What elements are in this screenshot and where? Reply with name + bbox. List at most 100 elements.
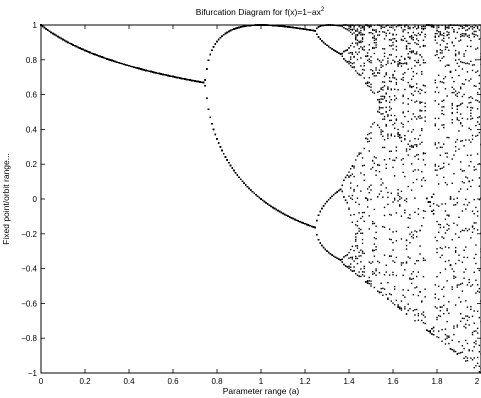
orbit-point bbox=[373, 208, 376, 211]
orbit-point bbox=[74, 45, 76, 47]
orbit-point bbox=[385, 167, 387, 170]
orbit-point bbox=[419, 134, 421, 137]
orbit-point bbox=[421, 319, 423, 322]
orbit-point bbox=[360, 65, 362, 67]
orbit-point bbox=[375, 231, 377, 234]
orbit-point bbox=[302, 28, 305, 30]
orbit-point bbox=[382, 31, 384, 33]
orbit-point bbox=[368, 77, 371, 79]
orbit-point bbox=[368, 49, 371, 51]
orbit-point bbox=[422, 321, 425, 324]
orbit-point bbox=[185, 78, 188, 81]
orbit-point bbox=[361, 250, 364, 253]
orbit-point bbox=[373, 249, 376, 252]
orbit-point bbox=[226, 159, 228, 161]
orbit-point bbox=[371, 70, 374, 72]
orbit-point bbox=[371, 47, 374, 50]
orbit-point bbox=[415, 118, 418, 120]
orbit-point bbox=[390, 89, 393, 91]
orbit-point bbox=[412, 237, 415, 239]
orbit-point bbox=[402, 157, 404, 160]
orbit-point bbox=[419, 64, 421, 66]
orbit-point bbox=[402, 73, 404, 75]
orbit-point bbox=[348, 251, 350, 254]
orbit-point bbox=[363, 29, 365, 31]
orbit-point bbox=[393, 95, 396, 97]
orbit-point bbox=[387, 114, 389, 116]
orbit-point bbox=[368, 276, 371, 279]
orbit-point bbox=[361, 211, 364, 214]
orbit-point bbox=[422, 275, 425, 278]
orbit-point bbox=[370, 283, 372, 285]
orbit-point bbox=[351, 221, 354, 223]
orbit-point bbox=[410, 231, 413, 233]
orbit-point bbox=[417, 158, 420, 160]
orbit-point bbox=[366, 84, 369, 87]
orbit-point bbox=[404, 138, 406, 140]
orbit-point bbox=[246, 186, 249, 188]
orbit-point bbox=[349, 61, 352, 64]
orbit-point bbox=[261, 199, 264, 202]
orbit-point bbox=[366, 199, 369, 202]
orbit-point bbox=[375, 31, 377, 33]
orbit-point bbox=[349, 168, 352, 170]
orbit-point bbox=[393, 88, 396, 90]
orbit-point bbox=[407, 289, 409, 292]
orbit-point bbox=[380, 282, 382, 284]
orbit-point bbox=[377, 124, 379, 126]
orbit-point bbox=[233, 169, 235, 172]
orbit-point bbox=[371, 123, 374, 125]
orbit-point bbox=[407, 185, 409, 188]
orbit-point bbox=[275, 24, 277, 27]
orbit-point bbox=[351, 198, 354, 201]
orbit-point bbox=[363, 77, 365, 79]
orbit-point bbox=[366, 188, 369, 190]
orbit-point bbox=[355, 42, 357, 44]
orbit-point bbox=[368, 32, 371, 34]
orbit-point bbox=[375, 46, 377, 49]
orbit-point bbox=[404, 72, 406, 74]
orbit-point bbox=[414, 144, 416, 146]
orbit-point bbox=[114, 60, 117, 63]
orbit-point bbox=[355, 233, 357, 235]
orbit-point bbox=[373, 237, 376, 239]
orbit-point bbox=[153, 71, 156, 74]
orbit-point bbox=[422, 311, 425, 313]
orbit-point bbox=[370, 137, 372, 140]
orbit-point bbox=[387, 135, 389, 137]
orbit-point bbox=[392, 75, 394, 77]
orbit-point bbox=[339, 188, 342, 191]
orbit-point bbox=[233, 28, 235, 30]
orbit-point bbox=[388, 119, 391, 122]
orbit-point bbox=[277, 25, 279, 27]
orbit-point bbox=[417, 208, 420, 210]
orbit-point bbox=[344, 255, 347, 257]
orbit-point bbox=[380, 178, 382, 180]
orbit-point bbox=[356, 58, 359, 61]
orbit-point bbox=[355, 238, 357, 241]
orbit-point bbox=[407, 256, 409, 258]
orbit-point bbox=[405, 261, 408, 263]
orbit-point bbox=[382, 26, 384, 28]
orbit-point bbox=[380, 101, 382, 104]
orbit-point bbox=[356, 42, 359, 44]
orbit-point bbox=[395, 240, 398, 242]
orbit-point bbox=[360, 228, 362, 231]
orbit-point bbox=[179, 77, 181, 79]
orbit-point bbox=[190, 79, 193, 82]
orbit-point bbox=[402, 62, 404, 65]
orbit-point bbox=[409, 86, 411, 88]
orbit-point bbox=[417, 116, 420, 118]
orbit-point bbox=[223, 34, 225, 36]
orbit-point bbox=[404, 306, 406, 308]
orbit-point bbox=[75, 45, 78, 48]
orbit-point bbox=[360, 40, 362, 42]
orbit-point bbox=[97, 55, 100, 57]
orbit-point bbox=[322, 246, 325, 249]
orbit-point bbox=[126, 64, 129, 66]
orbit-point bbox=[412, 31, 415, 34]
orbit-point bbox=[346, 61, 349, 63]
orbit-point bbox=[106, 58, 108, 60]
orbit-point bbox=[353, 167, 355, 169]
orbit-point bbox=[216, 138, 218, 140]
